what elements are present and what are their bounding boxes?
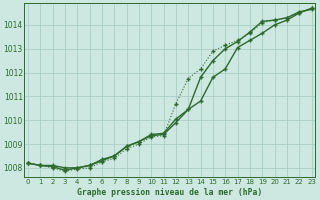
X-axis label: Graphe pression niveau de la mer (hPa): Graphe pression niveau de la mer (hPa) bbox=[77, 188, 262, 197]
